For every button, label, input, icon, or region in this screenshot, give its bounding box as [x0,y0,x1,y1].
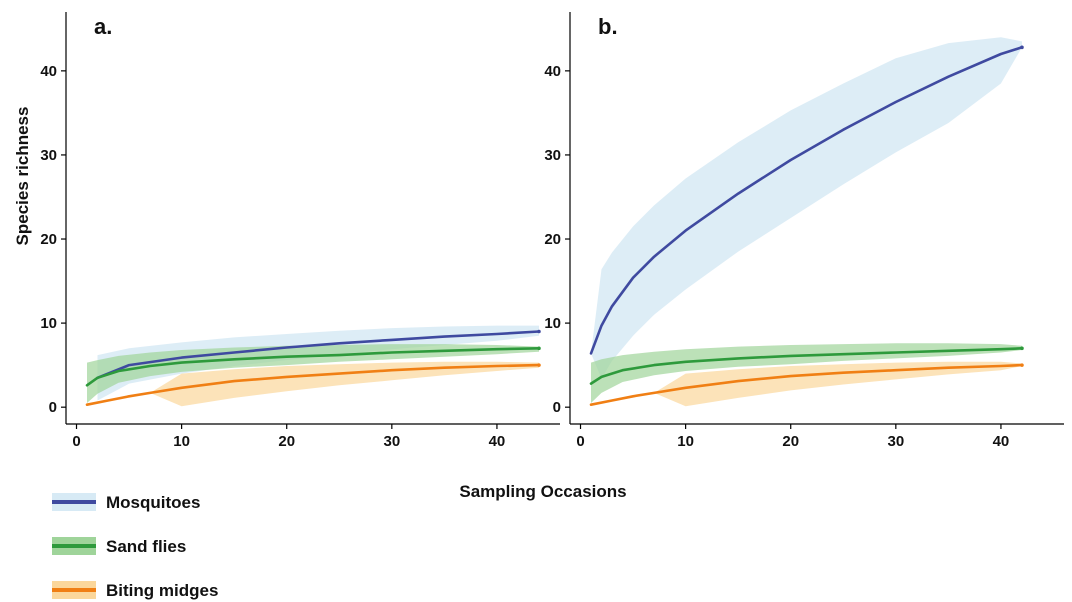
panel-tag: b. [598,14,618,39]
x-tick-label: 40 [489,433,506,450]
legend-item-biting-midges: Biting midges [52,581,218,600]
panel-tag: a. [94,14,112,39]
y-tick-label: 10 [544,315,561,332]
band-sand-flies [591,343,1022,403]
series-end-point [537,329,541,334]
x-tick-label: 20 [782,433,799,450]
panel-1: 0 10 20 30 40 0 10 20 30 40 a. [40,12,560,450]
x-tick-label: 0 [576,433,584,450]
legend-item-sand-flies: Sand flies [52,537,186,556]
series-line-sand-flies [589,346,1024,385]
legend-item-mosquitoes: Mosquitoes [52,493,200,512]
x-tick-label: 10 [173,433,190,450]
series-line-mosquitoes [589,45,1024,355]
x-tick-label: 40 [993,433,1010,450]
series-end-point [1020,363,1024,367]
band-biting-midges [87,361,539,407]
y-tick-label: 30 [544,147,561,164]
y-axis-title: Species richness [13,107,32,246]
panel-2: 0 10 20 30 40 0 10 20 30 40 b. [544,12,1064,450]
x-tick-label: 10 [677,433,694,450]
x-tick-label: 0 [72,433,80,450]
band-sand-flies [87,344,539,403]
band-mosquitoes [591,37,1022,379]
series-line-mosquitoes [96,330,541,380]
y-tick-label: 10 [40,315,57,332]
legend-label: Sand flies [106,537,186,556]
y-tick-label: 30 [40,147,57,164]
series-line-sand-flies [85,346,541,387]
y-tick-label: 40 [40,63,57,80]
x-tick-label: 20 [278,433,295,450]
y-tick-label: 20 [544,231,561,248]
series-line-biting-midges [589,363,1024,407]
series-end-point [537,363,541,367]
x-tick-label: 30 [887,433,904,450]
series-end-point [1020,45,1024,50]
x-tick-label: 30 [383,433,400,450]
band-biting-midges [591,361,1022,407]
legend-label: Mosquitoes [106,493,200,512]
panels: 0 10 20 30 40 0 10 20 30 40 a. 0 10 20 30 40 0 10 20 30 40 b. [40,12,1064,450]
legend: Mosquitoes Sand flies Biting midges [52,493,218,600]
series-end-point [537,346,541,351]
y-tick-label: 40 [544,63,561,80]
y-tick-label: 0 [553,399,561,416]
series-line-biting-midges [85,363,541,407]
legend-label: Biting midges [106,581,218,600]
x-axis-title: Sampling Occasions [459,482,626,501]
y-tick-label: 0 [49,399,57,416]
y-tick-label: 20 [40,231,57,248]
series-end-point [1020,346,1024,351]
